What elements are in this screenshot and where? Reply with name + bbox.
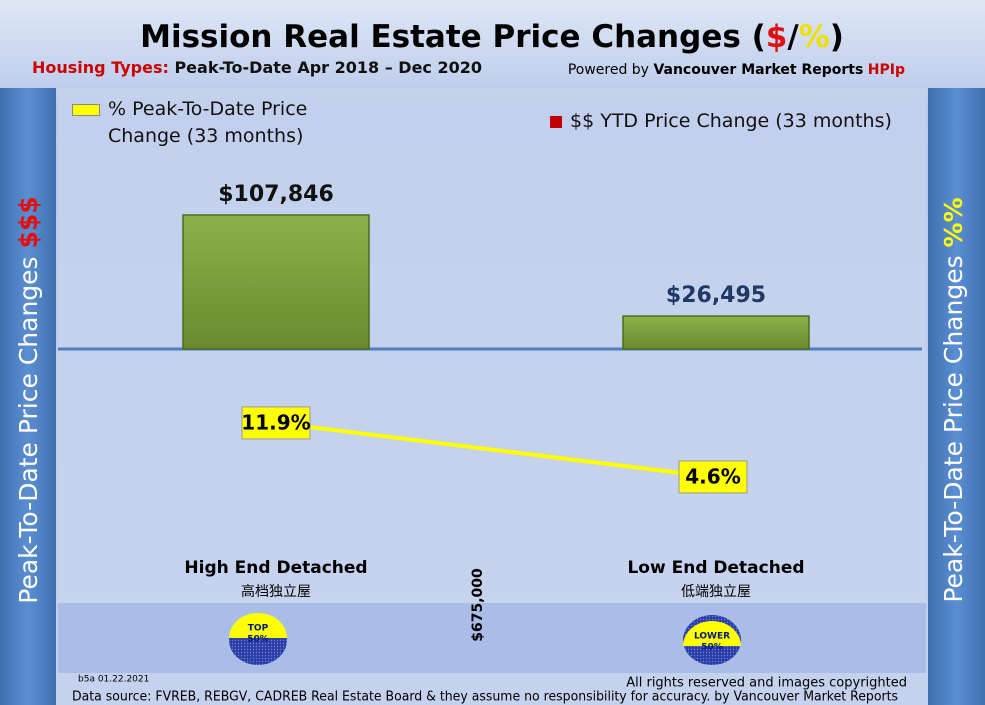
right-panel [928, 88, 985, 705]
badge-text: 50% [247, 635, 269, 645]
legend-swatch [550, 115, 562, 128]
subtitle: Housing Types: Peak-To-Date Apr 2018 – D… [32, 58, 482, 77]
chart-title: Mission Real Estate Price Changes ($/%) [140, 19, 844, 55]
bottom-band [58, 603, 926, 673]
badge-text: 50% [701, 643, 723, 653]
category-label: High End Detached [184, 558, 367, 578]
legend-line: % Peak-To-Date Price Change (33 months) [72, 96, 342, 147]
bar-value-label: $26,495 [666, 283, 766, 308]
rights: All rights reserved and images copyright… [626, 676, 907, 691]
credit: Powered by Vancouver Market Reports HPIp [568, 62, 905, 78]
bar-value-label: $107,846 [218, 182, 334, 207]
legend-swatch [72, 103, 100, 116]
legend-text: $$ YTD Price Change (33 months) [570, 110, 892, 132]
left-axis-label: Peak-To-Date Price Changes $$$ [14, 196, 43, 603]
line [275, 420, 714, 479]
badge-top [683, 621, 741, 646]
bar [622, 315, 810, 350]
legend-text: % Peak-To-Date Price Change (33 months) [108, 98, 308, 147]
line-value-label: 11.9% [241, 410, 310, 434]
legend-bar: $$ YTD Price Change (33 months) [550, 108, 892, 135]
source: Data source: FVREB, REBGV, CADREB Real E… [72, 690, 898, 705]
value-label-box [241, 406, 311, 440]
left-panel [0, 88, 56, 705]
category-subtitle: 低端独立屋 [681, 584, 751, 600]
category-label: Low End Detached [627, 558, 804, 578]
badge-text: LOWER [694, 632, 730, 642]
line-value-label: 4.6% [685, 464, 740, 488]
value-label-box [678, 460, 748, 494]
badge-text: TOP [248, 624, 269, 634]
bar [182, 214, 370, 350]
right-axis-label: Peak-To-Date Price Changes %% [939, 197, 968, 602]
category-subtitle: 高档独立屋 [241, 583, 311, 600]
divider-label: $675,000 [470, 568, 486, 642]
badge-top [229, 613, 287, 638]
version: b5a 01.22.2021 [78, 675, 149, 685]
